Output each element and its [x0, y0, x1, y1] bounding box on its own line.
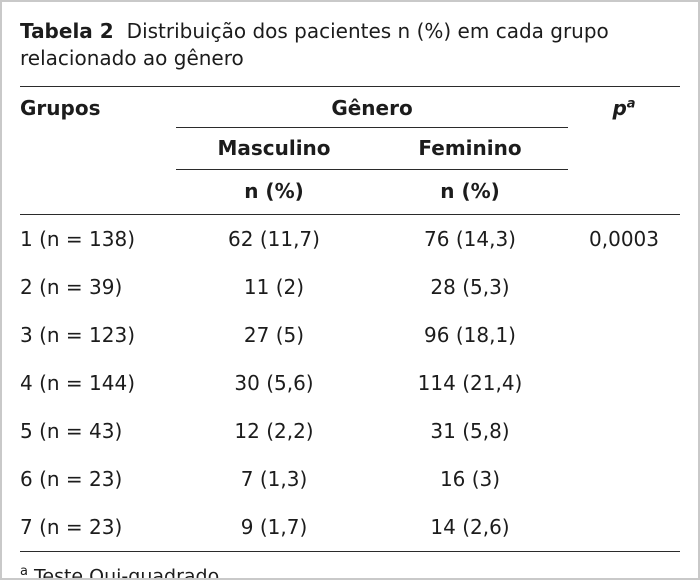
cell-male: 27 (5) [243, 323, 305, 347]
table-row: 7 (n = 23) 9 (1,7) 14 (2,6) [20, 503, 680, 552]
cell-group: 1 (n = 138) [20, 227, 136, 251]
unit-header-masculino: n (%) [244, 179, 304, 203]
header-row-2: Masculino Feminino [20, 127, 680, 170]
gender-subheaders: Masculino Feminino [176, 127, 569, 170]
table-label: Tabela 2 [20, 19, 114, 43]
column-header-grupos: Grupos [20, 86, 176, 215]
cell-male: 9 (1,7) [176, 503, 372, 552]
cell-p-value [568, 407, 680, 455]
cell-male: 7 (1,3) [240, 467, 308, 491]
cell-p-value [568, 455, 680, 503]
column-header-feminino: Feminino [418, 136, 522, 160]
cell-male: 12 (2,2) [234, 419, 314, 443]
table-header: Grupos Gênero pa Masculino Feminino n (%… [20, 86, 680, 215]
cell-male: 11 (2) [243, 275, 305, 299]
cell-p-value: 0,0003 [589, 227, 659, 251]
cell-group: 3 (n = 123) [20, 323, 136, 347]
cell-group: 4 (n = 144) [20, 371, 136, 395]
table-row: 1 (n = 138) 62 (11,7) 76 (14,3) 0,0003 [20, 215, 680, 264]
table-row: 6 (n = 23) 7 (1,3) 16 (3) [20, 455, 680, 503]
column-header-genero: Gênero [176, 86, 569, 128]
data-table: Grupos Gênero pa Masculino Feminino n (%… [20, 86, 680, 552]
cell-female: 114 (21,4) [417, 371, 523, 395]
table-footnote: a Teste Qui-quadrado. [20, 552, 680, 580]
cell-female: 14 (2,6) [372, 503, 569, 552]
cell-female: 31 (5,8) [430, 419, 510, 443]
cell-group: 7 (n = 23) [20, 503, 176, 552]
cell-p-value [568, 311, 680, 359]
header-row-3: n (%) n (%) [20, 169, 680, 215]
unit-subheaders: n (%) n (%) [176, 169, 569, 215]
header-row-1: Grupos Gênero pa [20, 86, 680, 215]
cell-group: 5 (n = 43) [20, 419, 123, 443]
cell-female: 28 (5,3) [430, 275, 510, 299]
cell-male: 62 (11,7) [228, 227, 320, 251]
unit-header-feminino: n (%) [440, 179, 500, 203]
cell-male: 30 (5,6) [234, 371, 314, 395]
cell-p-value [568, 503, 680, 552]
column-header-masculino: Masculino [217, 136, 331, 160]
cell-female: 16 (3) [439, 467, 501, 491]
table-row: 5 (n = 43) 12 (2,2) 31 (5,8) [20, 407, 680, 455]
cell-group: 2 (n = 39) [20, 275, 123, 299]
table-row: 3 (n = 123) 27 (5) 96 (18,1) [20, 311, 680, 359]
caption-text: Distribuição dos pacientes n (%) em cada… [20, 19, 609, 70]
table-caption: Tabela 2 Distribuição dos pacientes n (%)… [20, 18, 680, 72]
table-row: 2 (n = 39) 11 (2) 28 (5,3) [20, 263, 680, 311]
cell-female: 76 (14,3) [424, 227, 516, 251]
footnote-text: Teste Qui-quadrado. [34, 565, 225, 580]
cell-p-value [568, 359, 680, 407]
p-superscript: a [626, 96, 636, 112]
cell-p-value [568, 263, 680, 311]
table-body: 1 (n = 138) 62 (11,7) 76 (14,3) 0,0003 2… [20, 215, 680, 552]
p-symbol: p [612, 96, 627, 120]
cell-group: 6 (n = 23) [20, 467, 123, 491]
column-header-p: pa [568, 86, 680, 215]
cell-female: 96 (18,1) [424, 323, 516, 347]
footnote-marker: a [20, 564, 28, 579]
table-row: 4 (n = 144) 30 (5,6) 114 (21,4) [20, 359, 680, 407]
